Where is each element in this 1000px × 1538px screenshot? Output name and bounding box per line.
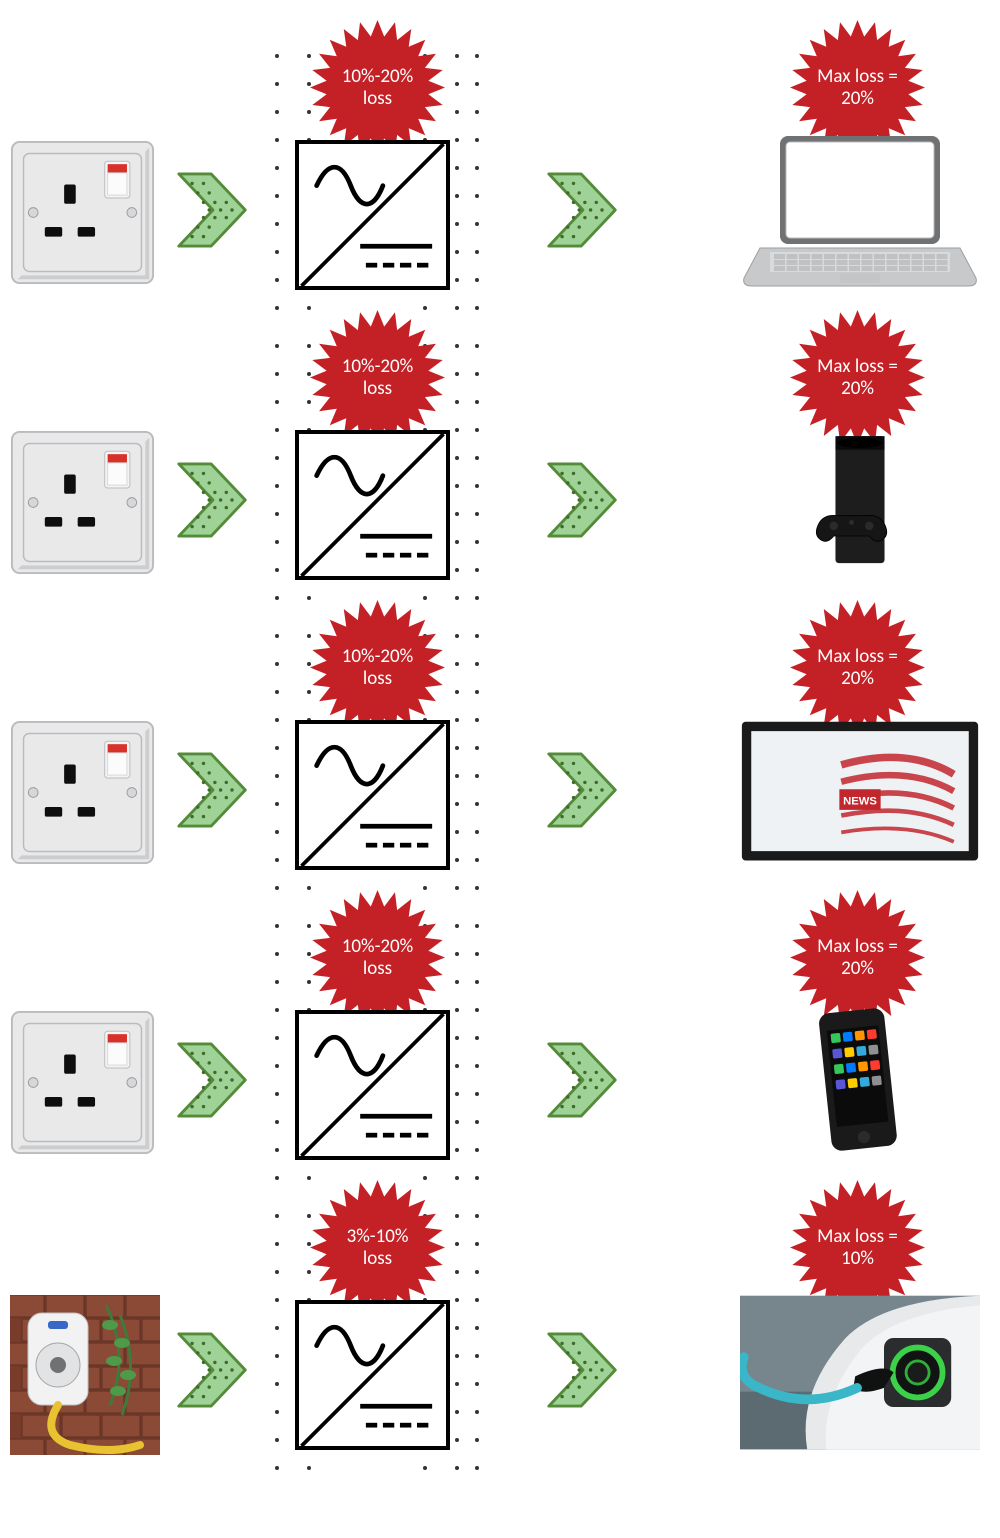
burst-line2: 20% — [841, 958, 874, 980]
burst-line1: 10%-20% — [342, 936, 414, 958]
ev-wall-charger — [10, 1295, 160, 1455]
flow-arrow — [545, 750, 640, 830]
flow-arrow — [175, 460, 270, 540]
converter-loss-badge: 10%-20%loss — [310, 890, 445, 1025]
svg-text:NEWS: NEWS — [843, 795, 877, 807]
burst-line1: 3%-10% — [347, 1226, 409, 1248]
burst-label: 10%-20%loss — [310, 20, 445, 155]
ev-charging-port-icon — [740, 1295, 980, 1450]
burst-line1: Max loss = — [817, 356, 898, 378]
smartphone-icon — [813, 1003, 908, 1163]
ac-dc-converter — [295, 720, 455, 875]
device — [735, 125, 985, 300]
converter-loss-badge: 10%-20%loss — [310, 600, 445, 735]
games-console-icon — [805, 428, 915, 578]
device — [735, 1285, 985, 1460]
flow-arrow — [545, 170, 640, 250]
burst-line2: 20% — [841, 378, 874, 400]
burst-line2: 20% — [841, 668, 874, 690]
burst-label: 10%-20%loss — [310, 310, 445, 445]
burst-line1: Max loss = — [817, 936, 898, 958]
device — [735, 995, 985, 1170]
burst-line1: Max loss = — [817, 66, 898, 88]
device — [735, 415, 985, 590]
flow-arrow — [545, 1040, 640, 1120]
flow-row: 10%-20%loss Max loss =20% — [0, 310, 1000, 600]
burst-line2: loss — [363, 668, 392, 690]
burst-line1: Max loss = — [817, 646, 898, 668]
burst-line2: loss — [363, 88, 392, 110]
burst-line2: loss — [363, 378, 392, 400]
ac-dc-converter — [295, 430, 455, 585]
uk-mains-socket — [10, 430, 155, 575]
flow-arrow — [545, 1330, 640, 1410]
converter-loss-badge: 10%-20%loss — [310, 20, 445, 155]
uk-mains-socket — [10, 140, 155, 285]
ac-dc-converter — [295, 1010, 455, 1165]
ac-dc-converter — [295, 140, 455, 295]
burst-label: 10%-20%loss — [310, 890, 445, 1025]
burst-label: 3%-10%loss — [310, 1180, 445, 1315]
television-icon: NEWS — [735, 718, 985, 868]
burst-line2: 10% — [841, 1248, 874, 1270]
burst-line1: 10%-20% — [342, 646, 414, 668]
converter-loss-badge: 10%-20%loss — [310, 310, 445, 445]
uk-mains-socket — [10, 720, 155, 865]
flow-arrow — [545, 460, 640, 540]
laptop-icon — [740, 128, 980, 298]
device: NEWS — [735, 705, 985, 880]
burst-line2: 20% — [841, 88, 874, 110]
burst-line2: loss — [363, 1248, 392, 1270]
flow-arrow — [175, 750, 270, 830]
burst-label: 10%-20%loss — [310, 600, 445, 735]
burst-line2: loss — [363, 958, 392, 980]
flow-row: 10%-20%loss Max loss =20% — [0, 890, 1000, 1180]
flow-arrow — [175, 1330, 270, 1410]
flow-row: 10%-20%loss Max loss =20% — [0, 20, 1000, 310]
uk-mains-socket — [10, 1010, 155, 1155]
flow-row: 10%-20%loss Max loss =20% NEWS — [0, 600, 1000, 890]
burst-line1: 10%-20% — [342, 356, 414, 378]
ac-dc-converter — [295, 1300, 455, 1455]
converter-loss-badge: 3%-10%loss — [310, 1180, 445, 1315]
burst-line1: 10%-20% — [342, 66, 414, 88]
flow-arrow — [175, 170, 270, 250]
burst-line1: Max loss = — [817, 1226, 898, 1248]
flow-arrow — [175, 1040, 270, 1120]
flow-row: 3%-10%loss Max loss =10% — [0, 1180, 1000, 1470]
